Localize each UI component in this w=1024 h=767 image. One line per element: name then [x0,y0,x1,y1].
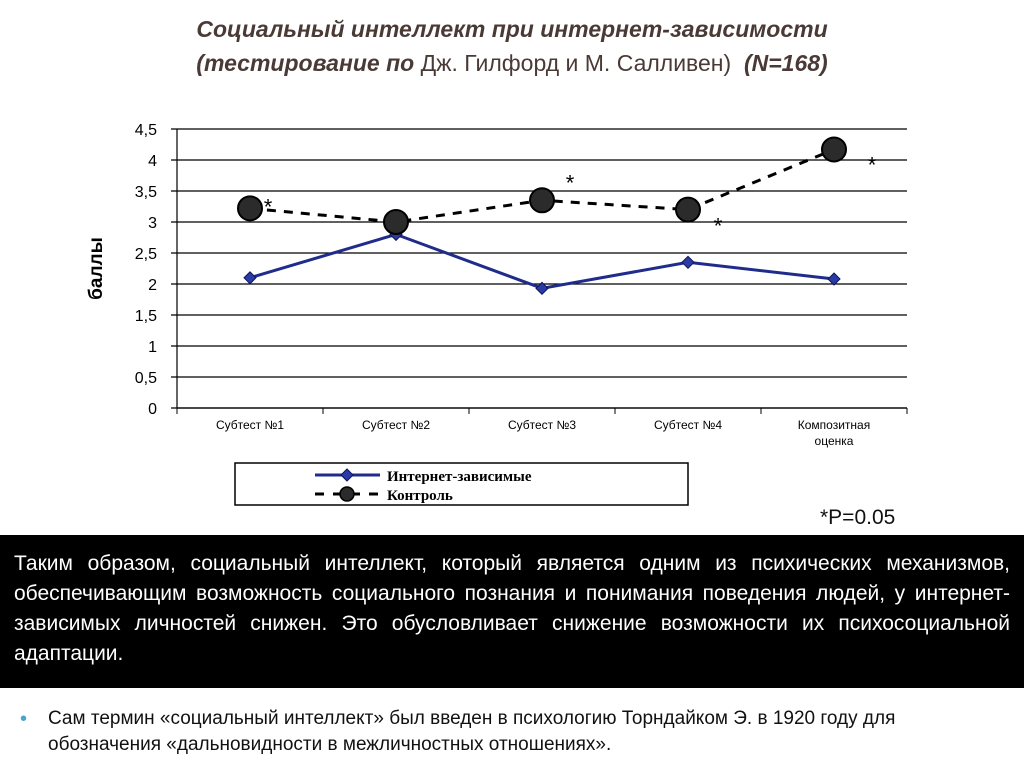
y-tick-label: 4,5 [135,122,157,139]
title-line-2-start: (тестирование по [196,50,421,76]
significance-note: *P=0.05 [820,506,896,529]
x-tick-label: Субтест №4 [654,418,722,432]
title-line-1: Социальный интеллект при интернет-зависи… [196,16,828,42]
title-sample-size: (N=168) [743,50,828,76]
y-tick-label: 4 [148,153,157,170]
bullet-icon: • [20,708,28,730]
slide-title: Социальный интеллект при интернет-зависи… [0,12,1024,80]
series-2-point [237,195,263,222]
series-2-point [383,209,409,235]
y-tick-label: 1 [148,339,157,356]
y-tick-label: 3 [148,215,157,232]
footnote: • Сам термин «социальный интеллект» был … [14,706,1004,758]
series-1-point [681,255,695,270]
series-1-point [243,271,257,285]
title-line-2: (тестирование по Дж. Гилфорд и М. Саллив… [0,46,1024,80]
legend-box [234,462,689,506]
legend-label-1: Интернет-зависимые [387,469,532,485]
series-2-point [675,196,701,223]
y-tick-label: 0,5 [135,370,157,387]
y-tick-label: 0 [148,401,157,418]
title-authors: Дж. Гилфорд и М. Салливен) [420,50,732,76]
significance-asterisk: * [868,152,877,177]
footnote-text: Сам термин «социальный интеллект» был вв… [48,708,896,755]
series-1-point [535,281,549,296]
x-tick-label: Композитная [798,418,870,432]
legend-marker-2 [339,486,355,502]
series-2-point [529,187,555,214]
significance-asterisk: * [566,170,575,195]
series-line-1 [249,232,835,290]
legend-marker-1 [340,468,354,482]
x-tick-label: Субтест №3 [508,418,576,432]
x-tick-label: Субтест №2 [362,418,430,432]
line-chart: 0 0,5 1 1,5 2 2,5 3 3,5 4 4,5 баллы Субтест №1 Субте… [86,122,908,506]
conclusion-text: Таким образом, социальный интеллект, кот… [0,535,1024,688]
x-tick-label: оценка [815,434,854,448]
series-2-point [821,136,847,163]
series-1-point [827,272,841,286]
significance-asterisk: * [714,214,723,239]
y-tick-label: 2,5 [135,246,157,263]
x-tick-label: Субтест №1 [216,418,284,432]
y-axis-label: баллы [86,237,107,300]
y-tick-label: 1,5 [135,308,157,325]
y-tick-label: 2 [148,277,157,294]
significance-asterisk: * [264,194,273,219]
y-tick-label: 3,5 [135,184,157,201]
legend-label-2: Контроль [387,488,453,504]
